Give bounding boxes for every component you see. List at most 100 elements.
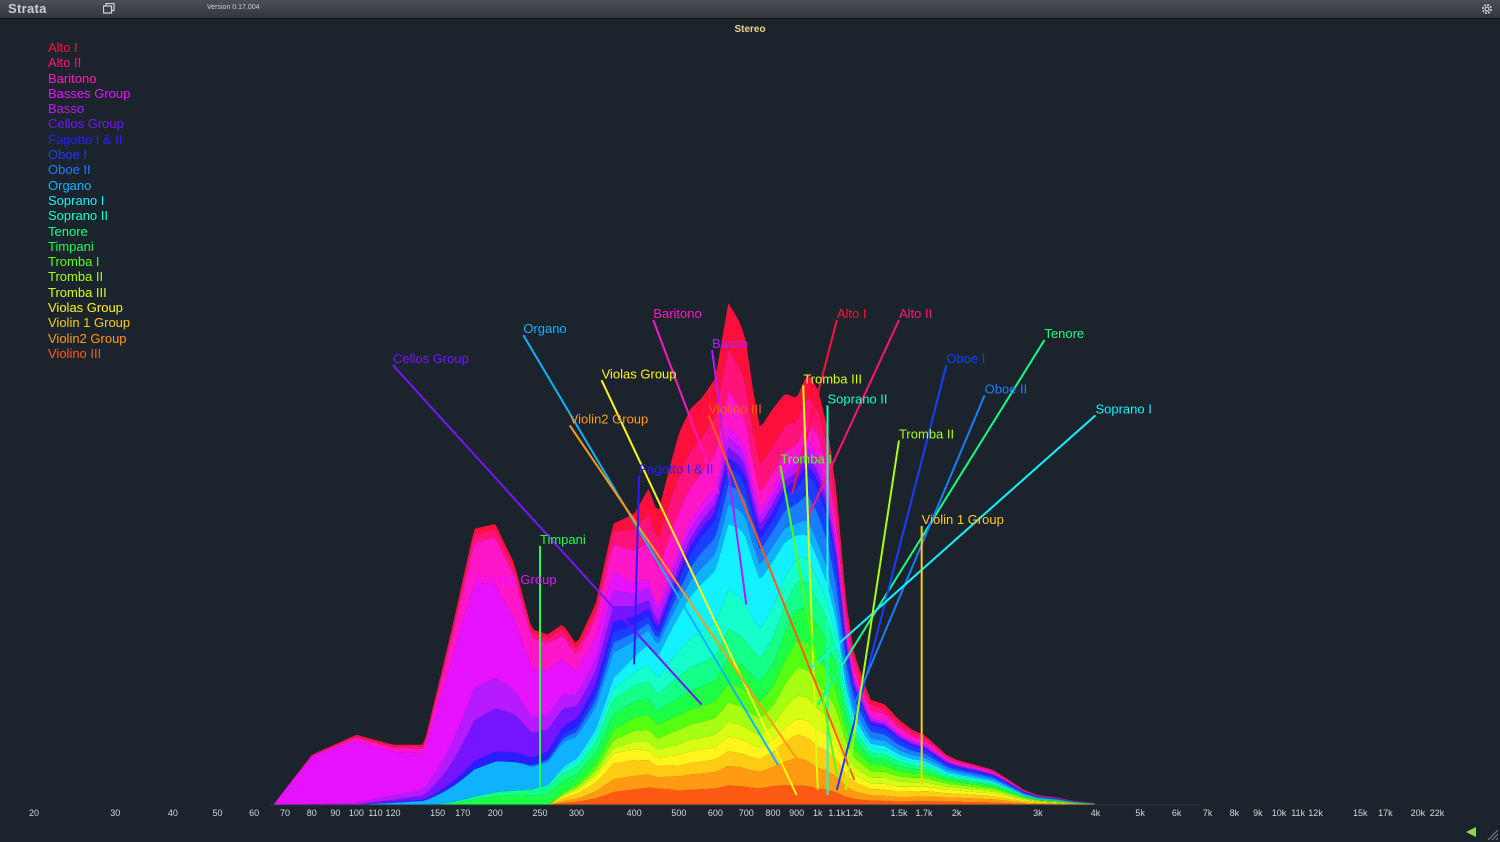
callout-label: Alto II	[899, 306, 932, 321]
x-tick-label: 20k	[1410, 808, 1426, 818]
legend-item[interactable]: Violin2 Group	[48, 330, 127, 346]
x-tick-label: 250	[532, 808, 548, 818]
x-tick-label: 22k	[1429, 808, 1445, 818]
legend-item[interactable]: Oboe II	[48, 162, 91, 178]
x-tick-label: 110	[368, 808, 383, 818]
x-tick-label: 50	[212, 808, 223, 818]
x-tick-label: 600	[707, 808, 723, 818]
x-tick-label: 17k	[1378, 808, 1393, 818]
x-tick-label: 150	[430, 808, 446, 818]
callout-label: Oboe II	[985, 381, 1028, 396]
callout-line	[707, 415, 856, 781]
callout-line	[392, 364, 703, 706]
callout-label: Organo	[523, 321, 566, 336]
x-tick-label: 200	[487, 808, 503, 818]
x-tick-label: 9k	[1253, 808, 1263, 818]
legend-item[interactable]: Alto I	[48, 40, 78, 55]
callout-line	[853, 394, 986, 705]
area-band	[273, 524, 1177, 805]
legend-item[interactable]: Cellos Group	[48, 116, 124, 132]
callout-line	[808, 414, 1097, 671]
legend-item[interactable]: Alto II	[48, 55, 82, 71]
callout-line	[652, 319, 720, 495]
callout-label: Alto I	[837, 306, 867, 321]
callout-label: Soprano I	[1095, 401, 1151, 416]
x-tick-label: 1.7k	[915, 808, 933, 818]
x-tick-label: 120	[385, 808, 401, 818]
callout-line	[779, 465, 838, 776]
legend-item[interactable]: Fagotto I & II	[48, 131, 123, 147]
callout-line	[600, 379, 798, 796]
callout-line	[802, 385, 819, 790]
x-tick-label: 80	[306, 808, 317, 818]
area-band	[273, 758, 1177, 805]
callout-label: Baritono	[653, 306, 701, 321]
x-tick-label: 70	[279, 808, 290, 818]
callout-label: Oboe I	[946, 351, 985, 366]
callout-label: Fagotto I & II	[639, 462, 713, 477]
x-tick-label: 700	[738, 808, 754, 818]
version-label: Version 0.17.004	[207, 4, 260, 11]
callout-line	[633, 475, 641, 665]
legend-item[interactable]: Tromba II	[48, 269, 104, 285]
x-tick-label: 4k	[1090, 808, 1101, 818]
callout-label: Basso	[712, 336, 748, 351]
legend-item[interactable]: Oboe I	[48, 147, 88, 163]
legend-item[interactable]: Violin 1 Group	[48, 315, 131, 331]
x-tick-label: 1k	[812, 808, 823, 818]
area-band	[273, 785, 1177, 805]
callout-label: Cellos Group	[393, 351, 469, 366]
callout-label: Tromba II	[899, 427, 954, 442]
x-tick-label: 1.2k	[845, 808, 863, 818]
x-tick-label: 8k	[1229, 808, 1240, 818]
callout-line	[835, 364, 948, 791]
callout-line	[568, 424, 819, 791]
x-tick-label: 20	[28, 808, 40, 818]
x-tick-label: 1.1k	[828, 808, 846, 818]
callout-label: Tromba I	[780, 452, 832, 467]
legend-item[interactable]: Basses Group	[48, 85, 131, 101]
legend-item[interactable]: Baritono	[48, 70, 97, 86]
x-tick-label: 30	[110, 808, 121, 818]
callout-line	[711, 350, 748, 605]
area-band	[273, 447, 1177, 805]
x-tick-label: 1.5k	[890, 808, 908, 818]
callout-label: Basses Group	[474, 572, 556, 587]
callout-label: Soprano II	[828, 391, 888, 406]
x-tick-label: 60	[249, 808, 260, 818]
x-tick-label: 800	[765, 808, 781, 818]
legend-item[interactable]: Soprano II	[48, 208, 108, 224]
callout-line	[791, 319, 838, 495]
callout-line	[473, 585, 492, 680]
x-tick-label: 900	[789, 808, 805, 818]
callout-label: Timpani	[540, 532, 586, 547]
x-tick-label: 40	[167, 808, 178, 818]
legend-item[interactable]: Violas Group	[48, 300, 123, 316]
resize-handle-icon[interactable]	[1486, 828, 1498, 840]
legend-item[interactable]: Timpani	[48, 238, 94, 254]
legend-item[interactable]: Basso	[48, 101, 85, 117]
callout-label: Tromba III	[803, 371, 862, 386]
x-tick-label: 7k	[1202, 808, 1213, 818]
callout-label: Violin 1 Group	[922, 512, 1004, 527]
x-tick-label: 100	[348, 808, 364, 818]
gear-icon[interactable]	[1480, 2, 1494, 16]
legend-item[interactable]: Soprano I	[48, 192, 105, 208]
legend-item[interactable]: Tromba III	[48, 284, 107, 300]
title-bar: Strata Version 0.17.004	[0, 0, 1500, 19]
chart-title: Stereo	[734, 24, 766, 35]
x-tick-label: 2k	[951, 808, 962, 818]
callout-line	[844, 440, 900, 791]
legend-item[interactable]: Tromba I	[48, 254, 100, 270]
legend: Alto I Alto II Baritono Basses Group Basso Ce…	[48, 40, 130, 361]
x-tick-label: 3k	[1033, 808, 1043, 818]
window-icon[interactable]	[103, 3, 115, 14]
legend-item[interactable]: Violino III	[48, 345, 102, 361]
x-tick-label: 11k	[1291, 808, 1306, 818]
legend-item[interactable]: Organo	[48, 177, 92, 193]
legend-item[interactable]: Tenore	[48, 223, 88, 239]
x-tick-label: 90	[330, 808, 341, 818]
play-arrow-icon[interactable]	[1466, 827, 1476, 837]
app-name: Strata	[8, 1, 47, 16]
